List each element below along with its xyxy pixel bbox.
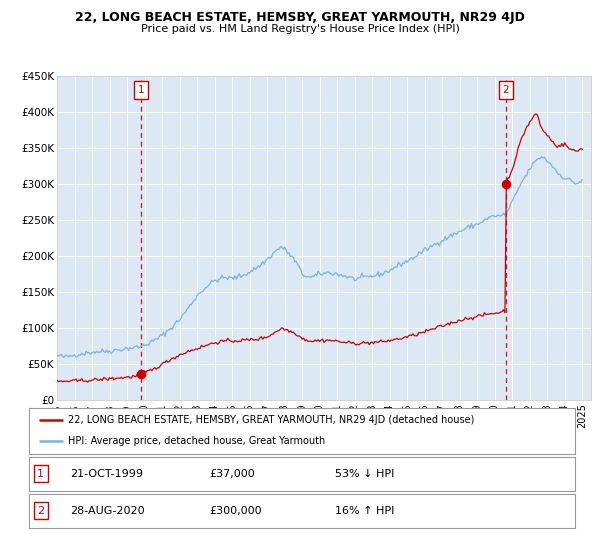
Text: 1: 1 xyxy=(37,469,44,479)
Text: £37,000: £37,000 xyxy=(209,469,255,479)
Text: £300,000: £300,000 xyxy=(209,506,262,516)
Text: Price paid vs. HM Land Registry's House Price Index (HPI): Price paid vs. HM Land Registry's House … xyxy=(140,24,460,34)
Point xyxy=(501,179,511,188)
Text: 21-OCT-1999: 21-OCT-1999 xyxy=(70,469,143,479)
Text: 16% ↑ HPI: 16% ↑ HPI xyxy=(335,506,394,516)
Text: 22, LONG BEACH ESTATE, HEMSBY, GREAT YARMOUTH, NR29 4JD: 22, LONG BEACH ESTATE, HEMSBY, GREAT YAR… xyxy=(75,11,525,24)
Text: 1: 1 xyxy=(137,85,144,95)
Point xyxy=(136,369,146,378)
Text: HPI: Average price, detached house, Great Yarmouth: HPI: Average price, detached house, Grea… xyxy=(68,436,325,446)
Text: 53% ↓ HPI: 53% ↓ HPI xyxy=(335,469,394,479)
Text: 2: 2 xyxy=(502,85,509,95)
Text: 28-AUG-2020: 28-AUG-2020 xyxy=(70,506,145,516)
Text: 2: 2 xyxy=(37,506,44,516)
Text: 22, LONG BEACH ESTATE, HEMSBY, GREAT YARMOUTH, NR29 4JD (detached house): 22, LONG BEACH ESTATE, HEMSBY, GREAT YAR… xyxy=(68,415,475,425)
